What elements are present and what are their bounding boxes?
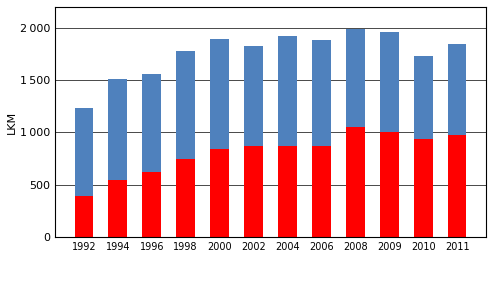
Bar: [278, 36, 297, 146]
Bar: [346, 127, 365, 237]
Y-axis label: LKM: LKM: [7, 110, 17, 133]
Bar: [448, 135, 466, 237]
Bar: [244, 146, 263, 237]
Bar: [176, 51, 195, 159]
Bar: [312, 146, 331, 237]
Bar: [74, 196, 93, 237]
Bar: [211, 149, 229, 237]
Bar: [346, 29, 365, 127]
Bar: [142, 74, 161, 172]
Bar: [380, 32, 399, 133]
Bar: [108, 180, 127, 237]
Bar: [448, 43, 466, 135]
Bar: [380, 133, 399, 237]
Bar: [211, 40, 229, 149]
Bar: [244, 46, 263, 146]
Bar: [312, 40, 331, 146]
Bar: [278, 146, 297, 237]
Bar: [74, 109, 93, 196]
Bar: [414, 139, 432, 237]
Bar: [176, 159, 195, 237]
Bar: [142, 172, 161, 237]
Bar: [414, 56, 432, 139]
Bar: [108, 79, 127, 180]
